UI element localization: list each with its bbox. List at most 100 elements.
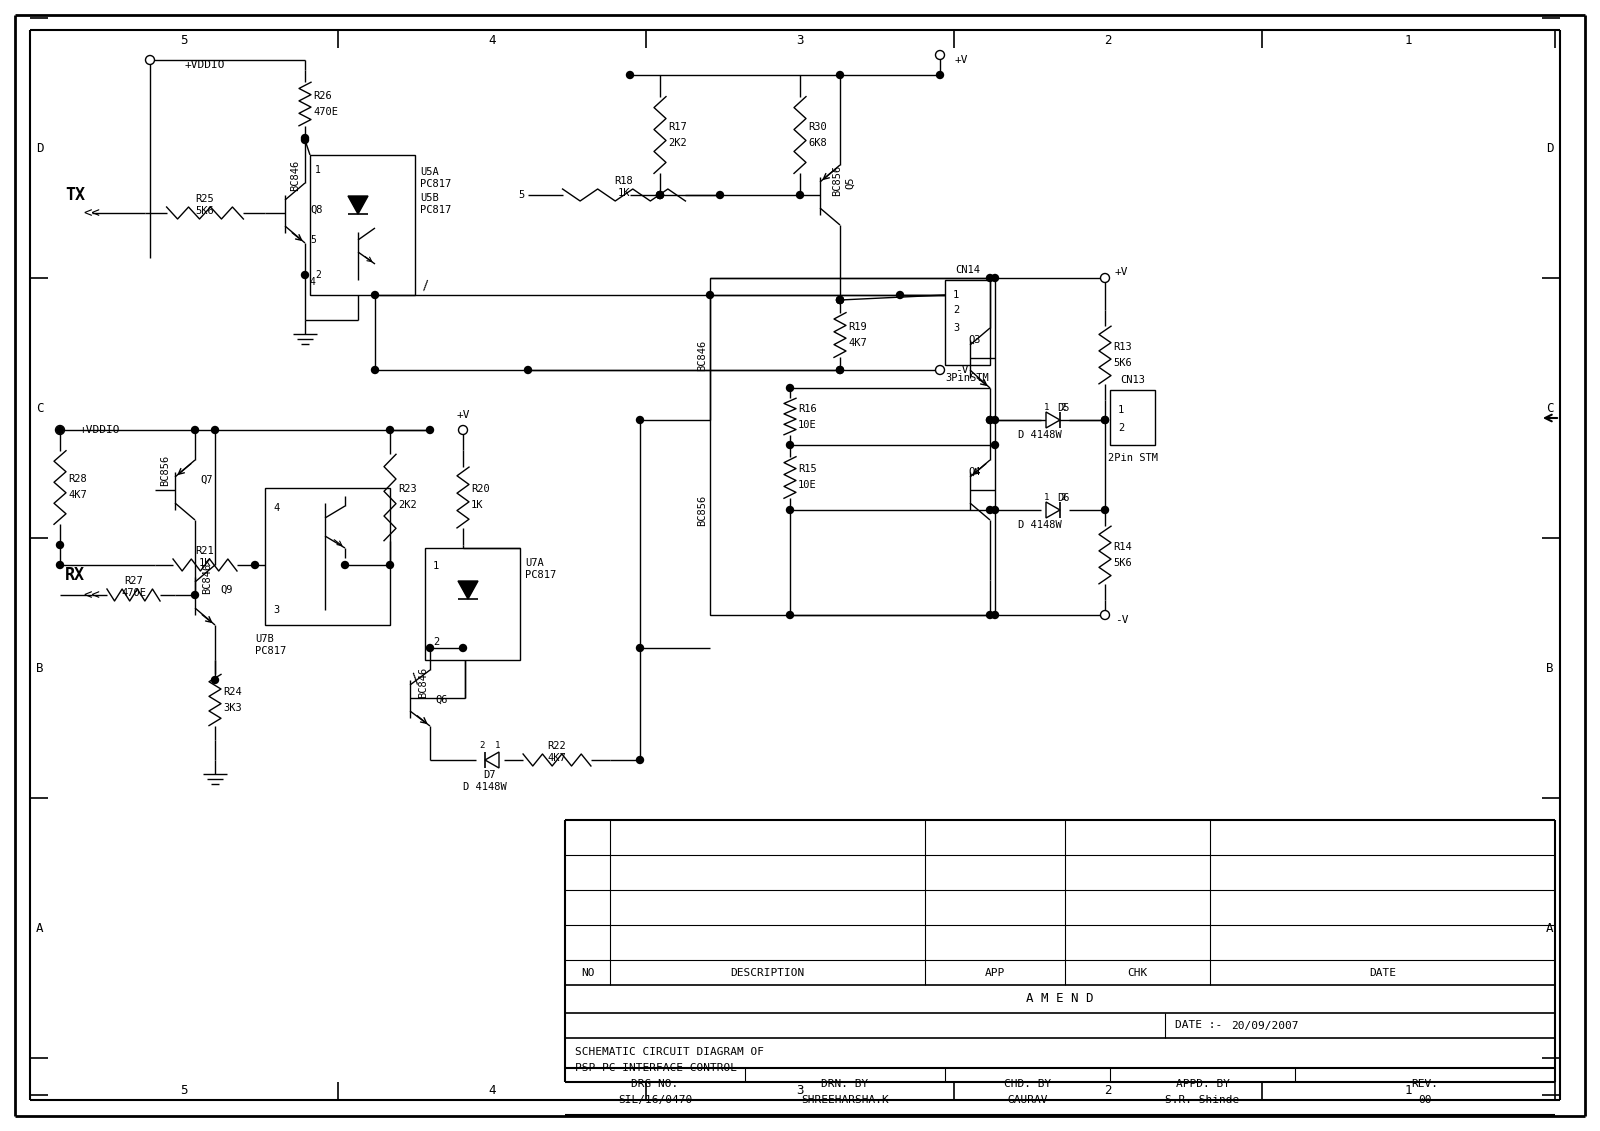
Text: -V: -V [955, 365, 968, 375]
Text: 6K8: 6K8 [808, 138, 827, 148]
Circle shape [56, 425, 64, 434]
Text: TX: TX [66, 185, 85, 204]
Circle shape [837, 296, 843, 303]
Text: D: D [37, 141, 43, 155]
Text: DRG NO.: DRG NO. [632, 1079, 678, 1089]
Circle shape [787, 441, 794, 449]
Text: C: C [37, 402, 43, 414]
Text: R17: R17 [669, 122, 686, 132]
Circle shape [987, 612, 994, 619]
Circle shape [211, 676, 219, 683]
Text: +V: +V [955, 55, 968, 64]
Text: R19: R19 [848, 322, 867, 333]
Text: 2: 2 [480, 741, 485, 750]
Circle shape [656, 191, 664, 199]
Text: A: A [1546, 922, 1554, 934]
Text: 2K2: 2K2 [398, 501, 416, 510]
Text: 5: 5 [310, 235, 315, 245]
Text: S.R. Shinde: S.R. Shinde [1165, 1095, 1240, 1105]
Circle shape [146, 55, 155, 64]
Circle shape [387, 426, 394, 433]
Bar [310, 155, 414, 295]
Bar [1110, 390, 1155, 444]
Text: U7A: U7A [525, 558, 544, 568]
Circle shape [837, 366, 843, 373]
Text: SCHEMATIC CIRCUIT DIAGRAM OF: SCHEMATIC CIRCUIT DIAGRAM OF [574, 1047, 765, 1057]
Circle shape [987, 275, 994, 282]
Text: +V: +V [456, 411, 470, 420]
Circle shape [992, 416, 998, 423]
Circle shape [427, 645, 434, 651]
Text: 2: 2 [1118, 423, 1125, 433]
Text: 1K: 1K [470, 501, 483, 510]
Text: 2: 2 [315, 270, 322, 280]
Text: 4K7: 4K7 [547, 753, 566, 763]
Text: 3K3: 3K3 [222, 703, 242, 713]
Circle shape [301, 271, 309, 278]
Text: R14: R14 [1114, 542, 1131, 552]
Text: 470E: 470E [314, 107, 338, 116]
Text: BC846: BC846 [698, 339, 707, 371]
Circle shape [992, 275, 998, 282]
Text: R22: R22 [547, 741, 566, 751]
Text: PC817: PC817 [419, 179, 451, 189]
Text: C: C [1546, 402, 1554, 414]
Circle shape [301, 137, 309, 144]
Bar [266, 487, 390, 625]
Circle shape [656, 191, 664, 199]
Text: 3: 3 [274, 605, 280, 615]
Text: Q8: Q8 [310, 205, 323, 215]
Text: 2: 2 [1104, 34, 1112, 46]
Text: 5: 5 [181, 1085, 187, 1097]
Circle shape [992, 612, 998, 619]
Circle shape [707, 292, 714, 299]
Text: Q4: Q4 [968, 467, 981, 477]
Text: 10E: 10E [798, 420, 816, 430]
Text: D 4148W: D 4148W [462, 782, 507, 792]
Text: APPD. BY: APPD. BY [1176, 1079, 1229, 1089]
Text: Q9: Q9 [221, 585, 232, 595]
Text: 1K: 1K [618, 188, 630, 198]
Circle shape [192, 426, 198, 433]
Text: PC817: PC817 [419, 205, 451, 215]
Circle shape [797, 191, 803, 199]
Text: 470E: 470E [122, 588, 146, 598]
Circle shape [1101, 612, 1109, 619]
Circle shape [637, 757, 643, 763]
Text: R27: R27 [125, 576, 142, 586]
Text: 2Pin STM: 2Pin STM [1107, 454, 1157, 463]
Text: 1: 1 [434, 561, 440, 571]
Circle shape [1101, 416, 1109, 423]
Text: 1: 1 [954, 290, 960, 300]
Circle shape [371, 366, 379, 373]
Text: 5K6: 5K6 [195, 206, 214, 216]
Polygon shape [458, 581, 478, 599]
Text: R24: R24 [222, 687, 242, 697]
Text: 2: 2 [1061, 493, 1066, 502]
Polygon shape [485, 752, 499, 768]
Circle shape [717, 191, 723, 199]
Circle shape [1101, 611, 1109, 620]
Text: 00: 00 [1418, 1095, 1432, 1105]
Text: 2: 2 [434, 637, 440, 647]
Text: BC846: BC846 [418, 666, 429, 698]
Circle shape [837, 296, 843, 303]
Text: Q7: Q7 [200, 475, 213, 485]
Bar [426, 549, 520, 661]
Circle shape [1101, 416, 1109, 423]
Text: 20/09/2007: 20/09/2007 [1232, 1020, 1299, 1030]
Text: 4: 4 [488, 1085, 496, 1097]
Text: BC846: BC846 [290, 159, 301, 191]
Text: CHK: CHK [1128, 967, 1147, 977]
Text: 2: 2 [1104, 1085, 1112, 1097]
Text: <<: << [83, 588, 101, 602]
Text: 4: 4 [274, 503, 280, 513]
Circle shape [987, 507, 994, 513]
Text: 1: 1 [1405, 1085, 1413, 1097]
Text: 5: 5 [181, 34, 187, 46]
Circle shape [459, 425, 467, 434]
Circle shape [56, 426, 64, 433]
Text: -V: -V [1115, 615, 1128, 625]
Text: D 4148W: D 4148W [1018, 520, 1062, 530]
Text: D: D [1546, 141, 1554, 155]
